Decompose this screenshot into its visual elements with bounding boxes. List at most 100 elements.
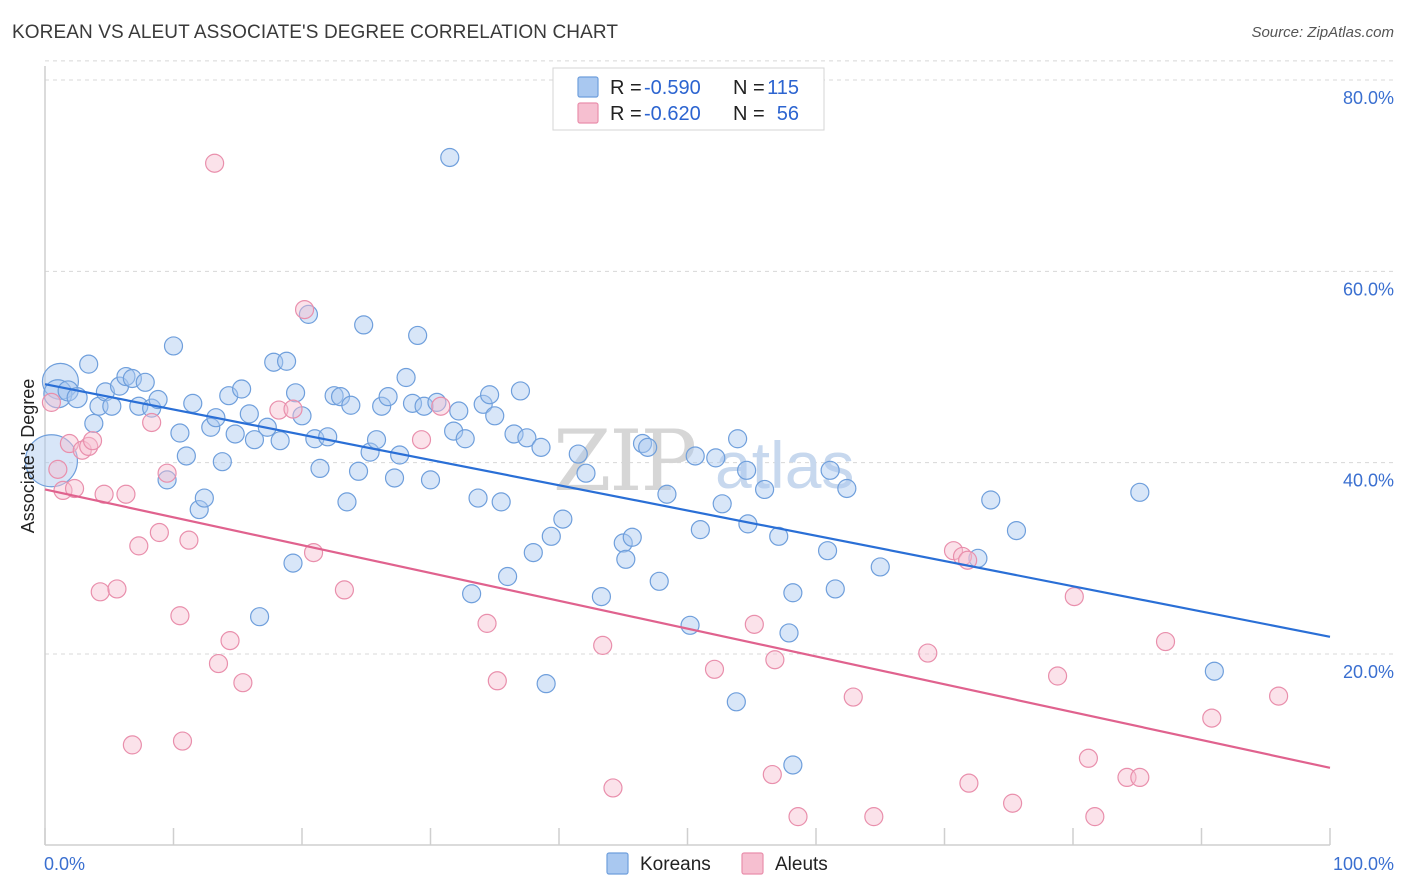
- korean-point-72: [498, 566, 518, 587]
- korean-point-51: [366, 430, 387, 450]
- korean-point-76: [523, 542, 543, 563]
- korean-point-79: [541, 526, 561, 546]
- korean-point-89: [649, 571, 669, 591]
- trend-layer: [44, 383, 1331, 769]
- korean-point-46: [337, 492, 357, 512]
- korean-point-42: [310, 458, 330, 479]
- aleut-point-0: [41, 392, 62, 412]
- x-axis-ticks: [44, 828, 1331, 845]
- korean-point-17: [157, 470, 177, 490]
- korean-point-18: [163, 336, 184, 356]
- aleut-point-47: [1003, 793, 1023, 813]
- korean-point-24: [201, 417, 221, 437]
- aleut-point-50: [1078, 748, 1099, 768]
- korean-point-63: [444, 421, 464, 441]
- aleut-point-35: [704, 659, 725, 679]
- y-tick-label-40: 40.0%: [1343, 471, 1394, 491]
- korean-point-29: [232, 379, 252, 399]
- korean-point-53: [378, 387, 398, 407]
- aleut-point-12: [122, 735, 142, 755]
- korean-point-61: [427, 392, 447, 412]
- watermark-atlas: atlas: [715, 428, 854, 502]
- korean-point-58: [408, 325, 428, 346]
- korean-point-73: [504, 424, 524, 444]
- korean-point-88: [638, 437, 658, 457]
- aleut-point-55: [1202, 708, 1222, 728]
- aleut-point-51: [1085, 807, 1105, 827]
- aleut-point-25: [283, 399, 303, 419]
- korean-point-97: [728, 429, 748, 449]
- korean-point-67: [468, 488, 488, 508]
- aleut-point-46: [959, 773, 979, 793]
- aleut-point-36: [744, 614, 764, 634]
- korean-point-98: [737, 460, 757, 480]
- korean-point-95: [712, 494, 732, 514]
- korean-point-31: [244, 430, 265, 450]
- korean-point-102: [779, 623, 799, 643]
- y-tick-labels: 20.0% 40.0% 60.0% 80.0%: [1343, 88, 1394, 682]
- aleut-point-29: [411, 430, 432, 450]
- korean-point-100: [754, 479, 775, 500]
- korean-point-90: [657, 484, 677, 504]
- legend-n-value-koreans: 115: [767, 77, 799, 99]
- korean-point-36: [276, 351, 297, 371]
- korean-point-80: [553, 509, 573, 529]
- korean-point-43: [318, 427, 338, 447]
- korean-point-113: [1204, 661, 1224, 681]
- aleut-point-4: [64, 478, 85, 499]
- x-tick-label-max: 100.0%: [1333, 854, 1394, 874]
- korean-point-9: [102, 396, 122, 416]
- aleut-point-17: [170, 606, 190, 626]
- korean-point-111: [1006, 520, 1027, 541]
- korean-point-56: [396, 367, 416, 388]
- aleut-point-39: [788, 807, 808, 827]
- korean-point-93: [690, 520, 710, 540]
- aleut-point-23: [233, 673, 253, 693]
- korean-point-64: [449, 401, 469, 421]
- korean-point-12: [122, 368, 142, 389]
- legend-r-label-koreans: R =: [610, 77, 642, 99]
- korean-point-44: [324, 386, 344, 406]
- korean-point-68: [473, 394, 493, 414]
- korean-point-62: [440, 147, 460, 168]
- aleut-point-40: [843, 687, 863, 707]
- korean-point-28: [225, 424, 245, 444]
- korean-point-32: [249, 607, 270, 627]
- korean-point-22: [189, 499, 209, 520]
- legend-r-value-aleuts: -0.620: [644, 103, 701, 125]
- korean-point-78: [536, 674, 556, 694]
- legend-r-value-koreans: -0.590: [644, 77, 701, 99]
- korean-point-35: [270, 431, 290, 451]
- aleut-point-10: [107, 579, 127, 599]
- korean-point-74: [510, 381, 531, 401]
- korean-point-114: [783, 755, 803, 775]
- legend-n-label-aleuts: N =: [733, 103, 765, 125]
- aleut-point-53: [1130, 767, 1150, 788]
- korean-point-14: [135, 372, 155, 392]
- aleut-point-7: [82, 431, 103, 451]
- aleut-point-31: [477, 613, 497, 633]
- korean-point-81: [568, 444, 588, 464]
- korean-point-60: [420, 470, 441, 490]
- korean-point-69: [480, 385, 500, 405]
- korean-trend-line: [44, 383, 1331, 638]
- stats-legend: R = -0.590 N = 115 R = -0.620 N = 56: [552, 67, 825, 131]
- korean-point-65: [455, 429, 475, 449]
- aleut-point-32: [487, 671, 507, 691]
- aleut-point-42: [918, 643, 938, 663]
- korean-point-85: [622, 527, 642, 547]
- korean-point-54: [384, 468, 405, 488]
- korean-point-83: [591, 586, 612, 607]
- y-axis-title: Associate's Degree: [18, 379, 38, 534]
- aleut-point-16: [157, 463, 177, 483]
- korean-point-59: [414, 396, 434, 416]
- korean-point-92: [685, 446, 705, 466]
- korean-point-104: [817, 541, 838, 561]
- korean-point-112: [1130, 482, 1150, 502]
- korean-point-16: [148, 389, 168, 410]
- korean-point-19: [170, 423, 190, 443]
- y-tick-label-60: 60.0%: [1343, 279, 1394, 299]
- aleut-point-41: [864, 807, 884, 827]
- legend-n-label-koreans: N =: [733, 77, 765, 99]
